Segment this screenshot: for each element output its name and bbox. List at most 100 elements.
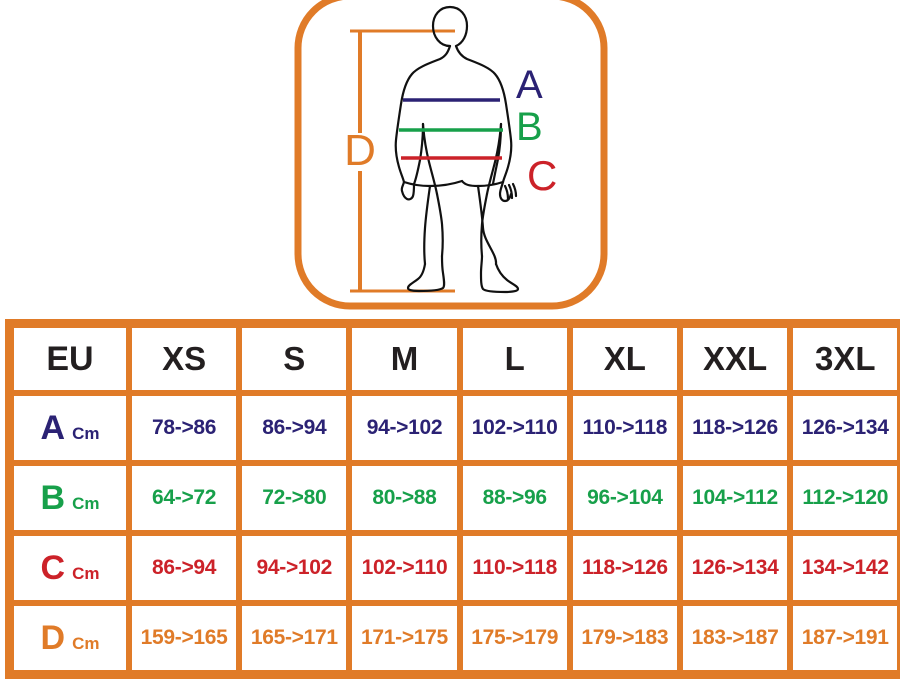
measurement-line-a: A — [403, 63, 543, 107]
cell-b-s: 72->80 — [239, 463, 350, 533]
row-label-a: A Cm — [41, 409, 100, 448]
cell-c-xl: 118->126 — [569, 533, 680, 603]
row-unit-d: Cm — [72, 633, 100, 653]
header-cell-eu: EU — [11, 325, 129, 393]
header-cell-3xl: 3XL — [790, 325, 900, 393]
value-b-xl: 96->104 — [587, 486, 663, 509]
table-header-row: EU XS S M L XL XXL — [11, 325, 900, 393]
header-cell-s: S — [239, 325, 350, 393]
body-diagram-svg: D — [294, 0, 608, 310]
header-cell-xs: XS — [129, 325, 240, 393]
cell-b-xxl: 104->112 — [679, 463, 791, 533]
row-label-cell-d: D Cm — [11, 603, 129, 673]
row-letter-a: A — [40, 408, 66, 447]
cell-b-xs: 64->72 — [129, 463, 240, 533]
header-size-s: S — [283, 340, 306, 377]
value-b-xxl: 104->112 — [692, 486, 778, 509]
value-b-m: 80->88 — [372, 486, 437, 509]
label-b: B — [516, 105, 543, 149]
row-letter-d: D — [40, 618, 66, 657]
header-cell-m: M — [349, 325, 460, 393]
value-d-xl: 179->183 — [581, 626, 669, 649]
cell-c-xxl: 126->134 — [679, 533, 791, 603]
cell-a-m: 94->102 — [349, 393, 460, 463]
measurement-line-b: B — [399, 105, 543, 149]
cell-c-xs: 86->94 — [129, 533, 240, 603]
header-size-xl: XL — [603, 340, 646, 377]
table-row-d: D Cm 159->165 165->171 171->175 175->179 … — [11, 603, 900, 673]
value-c-s: 94->102 — [256, 556, 333, 579]
row-label-b: B Cm — [41, 479, 100, 518]
value-d-xxl: 183->187 — [691, 626, 779, 649]
cell-b-m: 80->88 — [349, 463, 460, 533]
cell-c-s: 94->102 — [239, 533, 350, 603]
row-label-cell-c: C Cm — [11, 533, 129, 603]
cell-a-s: 86->94 — [239, 393, 350, 463]
height-dimension-d: D — [344, 29, 455, 293]
cell-d-xxl: 183->187 — [679, 603, 791, 673]
cell-d-l: 175->179 — [459, 603, 570, 673]
header-label-eu: EU — [46, 339, 94, 378]
size-chart-table: EU XS S M L XL XXL — [5, 319, 900, 679]
value-c-l: 110->118 — [472, 556, 557, 579]
value-c-m: 102->110 — [361, 556, 448, 579]
value-c-xxl: 126->134 — [691, 556, 779, 579]
value-a-l: 102->110 — [471, 416, 558, 439]
table-row-a: A Cm 78->86 86->94 94->102 102->110 110->… — [11, 393, 900, 463]
header-size-3xl: 3XL — [814, 340, 876, 377]
row-letter-b: B — [40, 478, 66, 517]
value-b-s: 72->80 — [262, 486, 327, 509]
cell-a-l: 102->110 — [459, 393, 570, 463]
header-size-xs: XS — [162, 340, 207, 377]
cell-b-l: 88->96 — [459, 463, 570, 533]
value-c-3xl: 134->142 — [801, 556, 889, 579]
header-size-m: M — [390, 340, 419, 377]
header-size-l: L — [504, 340, 525, 377]
value-b-l: 88->96 — [482, 486, 547, 509]
label-c: C — [527, 152, 557, 199]
value-a-3xl: 126->134 — [801, 416, 889, 439]
cell-d-xl: 179->183 — [569, 603, 680, 673]
value-b-xs: 64->72 — [152, 486, 217, 509]
cell-c-m: 102->110 — [349, 533, 460, 603]
cell-d-xs: 159->165 — [129, 603, 240, 673]
label-a: A — [516, 63, 543, 107]
value-a-s: 86->94 — [262, 416, 327, 439]
value-d-l: 175->179 — [471, 626, 559, 649]
cell-b-xl: 96->104 — [569, 463, 680, 533]
cell-a-3xl: 126->134 — [790, 393, 900, 463]
table-row-c: C Cm 86->94 94->102 102->110 110->118 118… — [11, 533, 900, 603]
cell-c-l: 110->118 — [459, 533, 570, 603]
table-row-b: B Cm 64->72 72->80 80->88 88->96 96->104 … — [11, 463, 900, 533]
header-cell-l: L — [459, 325, 570, 393]
size-chart-table-container: EU XS S M L XL XXL — [5, 319, 900, 679]
row-label-cell-a: A Cm — [11, 393, 129, 463]
cell-d-3xl: 187->191 — [790, 603, 900, 673]
value-d-s: 165->171 — [250, 626, 338, 649]
human-silhouette — [394, 5, 520, 294]
diagram-frame — [294, 0, 608, 310]
value-c-xl: 118->126 — [581, 556, 668, 579]
cell-a-xxl: 118->126 — [679, 393, 791, 463]
row-label-d: D Cm — [41, 619, 100, 658]
value-a-xs: 78->86 — [152, 416, 217, 439]
label-d: D — [344, 126, 376, 175]
value-a-m: 94->102 — [366, 416, 443, 439]
row-letter-c: C — [40, 548, 66, 587]
row-unit-a: Cm — [72, 423, 100, 443]
cell-b-3xl: 112->120 — [790, 463, 900, 533]
value-b-3xl: 112->120 — [802, 486, 889, 509]
body-measurement-diagram: D — [0, 0, 900, 318]
value-d-xs: 159->165 — [140, 626, 228, 649]
cell-d-s: 165->171 — [239, 603, 350, 673]
measurement-line-c: C — [401, 152, 557, 199]
cell-a-xs: 78->86 — [129, 393, 240, 463]
header-size-xxl: XXL — [702, 340, 768, 377]
row-label-cell-b: B Cm — [11, 463, 129, 533]
cell-a-xl: 110->118 — [569, 393, 680, 463]
header-cell-xl: XL — [569, 325, 680, 393]
row-unit-b: Cm — [72, 493, 100, 513]
value-d-m: 171->175 — [361, 626, 448, 649]
cell-c-3xl: 134->142 — [790, 533, 900, 603]
value-c-xs: 86->94 — [152, 556, 217, 579]
